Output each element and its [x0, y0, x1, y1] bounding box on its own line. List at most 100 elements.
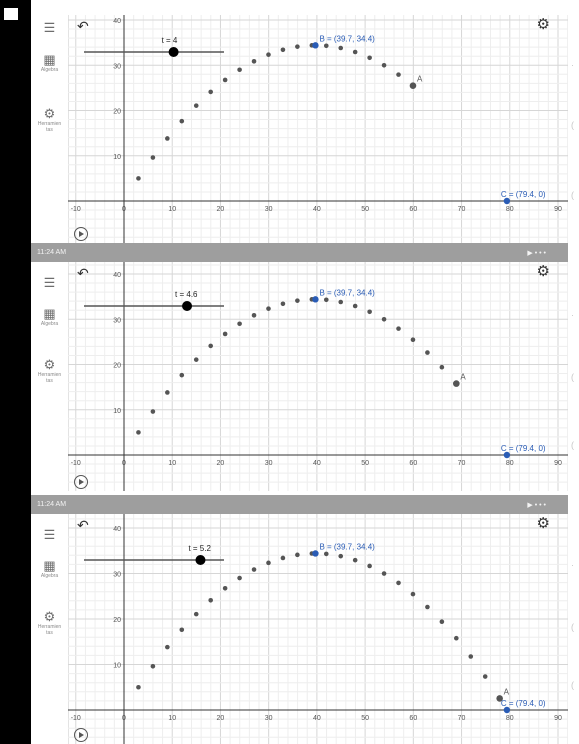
trajectory-point [439, 364, 445, 370]
x-tick-label: 20 [217, 460, 225, 467]
trajectory-point [237, 575, 242, 581]
status-time: 11:24 AM [37, 501, 67, 508]
trajectory-point [266, 52, 271, 57]
undo-icon[interactable]: ↶ [77, 18, 89, 34]
menu-button[interactable]: ☰ [31, 276, 68, 290]
trajectory-point [381, 571, 387, 576]
point-a-label: A [504, 687, 510, 696]
graph-svg[interactable]: -10 0 10 20 30 40 50 60 70 80 90 10 20 30 40 A B = (39.7… [68, 262, 568, 491]
algebra-button[interactable]: ▦ Algebra [31, 306, 68, 328]
x-tick-label: 80 [506, 715, 514, 722]
trajectory-point [208, 89, 213, 95]
tools-icon: ⚙ [43, 609, 56, 624]
geogebra-panel-3: ☰ ▦ Algebra ⚙ Herramien tas -10 0 10 20 30 40 50 6… [31, 514, 568, 744]
y-tick-label: 30 [113, 317, 121, 324]
trajectory-point [150, 409, 156, 414]
settings-gear-icon[interactable]: ⚙ [536, 16, 550, 33]
edge-mark: · [571, 560, 574, 570]
trajectory-point [381, 63, 387, 68]
point-b-label: B = (39.7, 34.4) [319, 34, 375, 43]
point-a-label: A [417, 75, 423, 84]
point-c [503, 451, 511, 459]
edge-mark: ( [571, 120, 574, 130]
slider-knob [195, 555, 206, 565]
x-tick-label: 90 [554, 715, 562, 722]
graph-svg[interactable]: -10 0 10 20 30 40 50 60 70 80 90 10 20 30 40 A B = (39.7… [68, 15, 568, 243]
x-tick-label: 40 [313, 206, 321, 213]
trajectory-point [251, 567, 257, 572]
trajectory-point [222, 585, 228, 591]
settings-gear-icon[interactable]: ⚙ [536, 263, 550, 280]
y-tick-label: 30 [113, 63, 121, 70]
menu-button[interactable]: ☰ [31, 21, 68, 35]
x-tick-label: 10 [168, 206, 176, 213]
tools-button[interactable]: ⚙ Herramien tas [31, 358, 68, 385]
settings-gear-icon[interactable]: ⚙ [536, 515, 550, 532]
trajectory-point [280, 47, 286, 53]
algebra-button[interactable]: ▦ Algebra [31, 559, 68, 580]
y-tick-label: 40 [113, 272, 121, 279]
trajectory-point [193, 103, 199, 108]
y-tick-label: 10 [113, 663, 121, 670]
trajectory-point [367, 55, 372, 61]
slider-label: t = 5.2 [188, 544, 211, 553]
trajectory-point [425, 350, 430, 355]
trajectory-point [352, 303, 358, 309]
trajectory-point [208, 343, 213, 349]
trajectory-point [352, 49, 358, 55]
trajectory-point [323, 43, 329, 49]
y-tick-label: 20 [113, 617, 121, 624]
sidebar: ☰ ▦ Algebra ⚙ Herramien tas [31, 15, 69, 243]
corner-mark [4, 8, 18, 20]
point-b-label: B = (39.7, 34.4) [319, 288, 375, 297]
geogebra-panel-2: ☰ ▦ Algebra ⚙ Herramien tas -10 0 10 20 30 40 50 6… [31, 262, 568, 491]
status-icons: ▶ • • • [527, 502, 546, 509]
status-bar-1: 11:24 AM ▶ • • • [31, 243, 568, 262]
y-tick-label: 10 [113, 154, 121, 161]
undo-icon[interactable]: ↶ [77, 265, 89, 281]
menu-button[interactable]: ☰ [31, 528, 68, 542]
play-button[interactable] [74, 728, 88, 742]
trajectory-point [280, 301, 286, 307]
status-time: 11:24 AM [37, 249, 67, 256]
edge-mark: · [571, 310, 574, 320]
slider-label: t = 4.6 [175, 290, 198, 299]
y-tick-label: 20 [113, 363, 121, 370]
trajectory-point [251, 313, 257, 318]
play-button[interactable] [74, 475, 88, 489]
graphics-view[interactable]: -10 0 10 20 30 40 50 60 70 80 90 10 20 30 40 A B = (39.7… [68, 262, 568, 491]
graphics-view[interactable]: -10 0 10 20 30 40 50 60 70 80 90 10 20 30 40 A B = (39.7… [68, 15, 568, 243]
trajectory-point [179, 627, 185, 633]
x-tick-label: 50 [361, 206, 369, 213]
x-tick-label: 30 [265, 460, 273, 467]
y-tick-label: 40 [113, 526, 121, 533]
edge-mark: ( [571, 372, 574, 382]
trajectory-point [338, 299, 344, 305]
left-border [0, 0, 31, 744]
point-b [312, 550, 319, 557]
point-c-label: C = (79.4, 0) [501, 444, 546, 453]
point-a [496, 695, 503, 702]
trajectory-point [396, 72, 401, 77]
calculator-icon: ▦ [43, 306, 56, 321]
trajectory-point [150, 155, 156, 160]
tools-button[interactable]: ⚙ Herramien tas [31, 107, 68, 134]
trajectory-point [222, 331, 228, 337]
point-c-label: C = (79.4, 0) [501, 699, 546, 708]
trajectory-point [410, 591, 416, 597]
trajectory-point [222, 77, 228, 83]
undo-icon[interactable]: ↶ [77, 517, 89, 533]
edge-mark: ( [571, 440, 574, 450]
x-tick-label: 60 [409, 715, 417, 722]
algebra-button[interactable]: ▦ Algebra [31, 53, 68, 74]
graph-svg[interactable]: -10 0 10 20 30 40 50 60 70 80 90 10 20 30 40 A B = (39.7… [68, 514, 568, 744]
trajectory-point [367, 563, 372, 569]
tools-button[interactable]: ⚙ Herramien tas [31, 609, 68, 637]
slider-label: t = 4 [162, 36, 178, 45]
play-button[interactable] [74, 227, 88, 241]
graphics-view[interactable]: -10 0 10 20 30 40 50 60 70 80 90 10 20 30 40 A B = (39.7… [68, 514, 568, 744]
trajectory-point [280, 555, 286, 561]
trajectory-point [237, 321, 242, 327]
y-tick-label: 40 [113, 18, 121, 25]
trajectory-point [150, 664, 156, 669]
